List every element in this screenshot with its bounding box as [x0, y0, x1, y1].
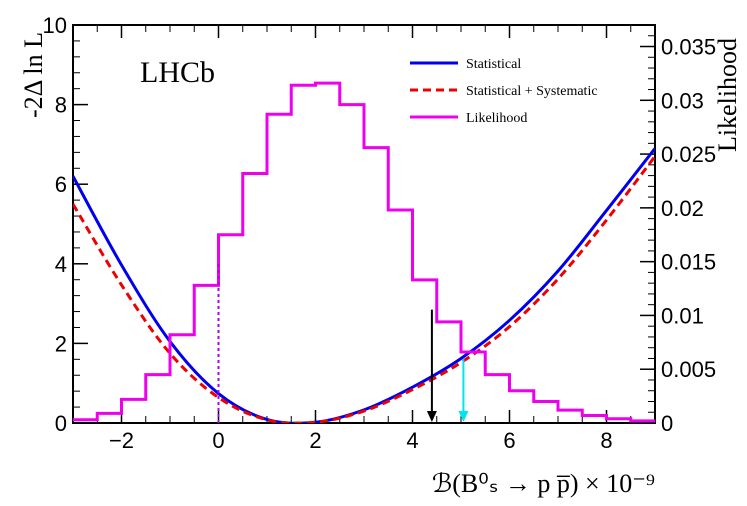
series-likelihood-step — [73, 81, 655, 423]
y-left-tick-label: 10 — [43, 13, 67, 38]
legend-label-likelihood: Likelihood — [466, 111, 527, 126]
y-right-tick-label: 0.005 — [661, 357, 716, 382]
y-left-tick-label: 4 — [55, 252, 67, 277]
x-tick-label: 8 — [600, 428, 612, 453]
limit-arrow-head — [426, 411, 437, 422]
y-right-tick-label: 0.025 — [661, 142, 716, 167]
x-tick-label: 2 — [309, 428, 321, 453]
series-statistical — [73, 147, 655, 423]
legend: Statistical Statistical + Systematic Lik… — [410, 57, 598, 126]
y-right-tick-label: 0.015 — [661, 250, 716, 275]
x-tick-label: 0 — [212, 428, 224, 453]
y-left-tick-label: 2 — [55, 331, 67, 356]
x-axis-title: ℬ(B⁰ₛ → p p̅) × 10⁻⁹ — [432, 469, 655, 498]
legend-label-stat-syst: Statistical + Systematic — [466, 84, 598, 99]
y-axis-right-title: Likelihood — [713, 38, 742, 152]
experiment-label: LHCb — [140, 56, 215, 89]
legend-label-statistical: Statistical — [466, 57, 521, 72]
y-left-tick-label: 6 — [55, 172, 67, 197]
x-tick-label: 6 — [503, 428, 515, 453]
y-right-tick-label: 0.03 — [661, 88, 704, 113]
y-right-tick-label: 0.01 — [661, 303, 704, 328]
x-tick-label: 4 — [406, 428, 418, 453]
y-axis-left-title: -2Δ ln L — [19, 32, 48, 118]
x-tick-label: −2 — [109, 428, 134, 453]
y-right-tick-label: 0 — [661, 411, 673, 436]
y-left-tick-label: 0 — [55, 411, 67, 436]
limit-arrow-head — [458, 411, 469, 422]
y-right-tick-label: 0.02 — [661, 196, 704, 221]
series-statistical-systematic — [73, 155, 655, 423]
y-left-tick-label: 8 — [55, 93, 67, 118]
y-right-tick-label: 0.035 — [661, 35, 716, 60]
